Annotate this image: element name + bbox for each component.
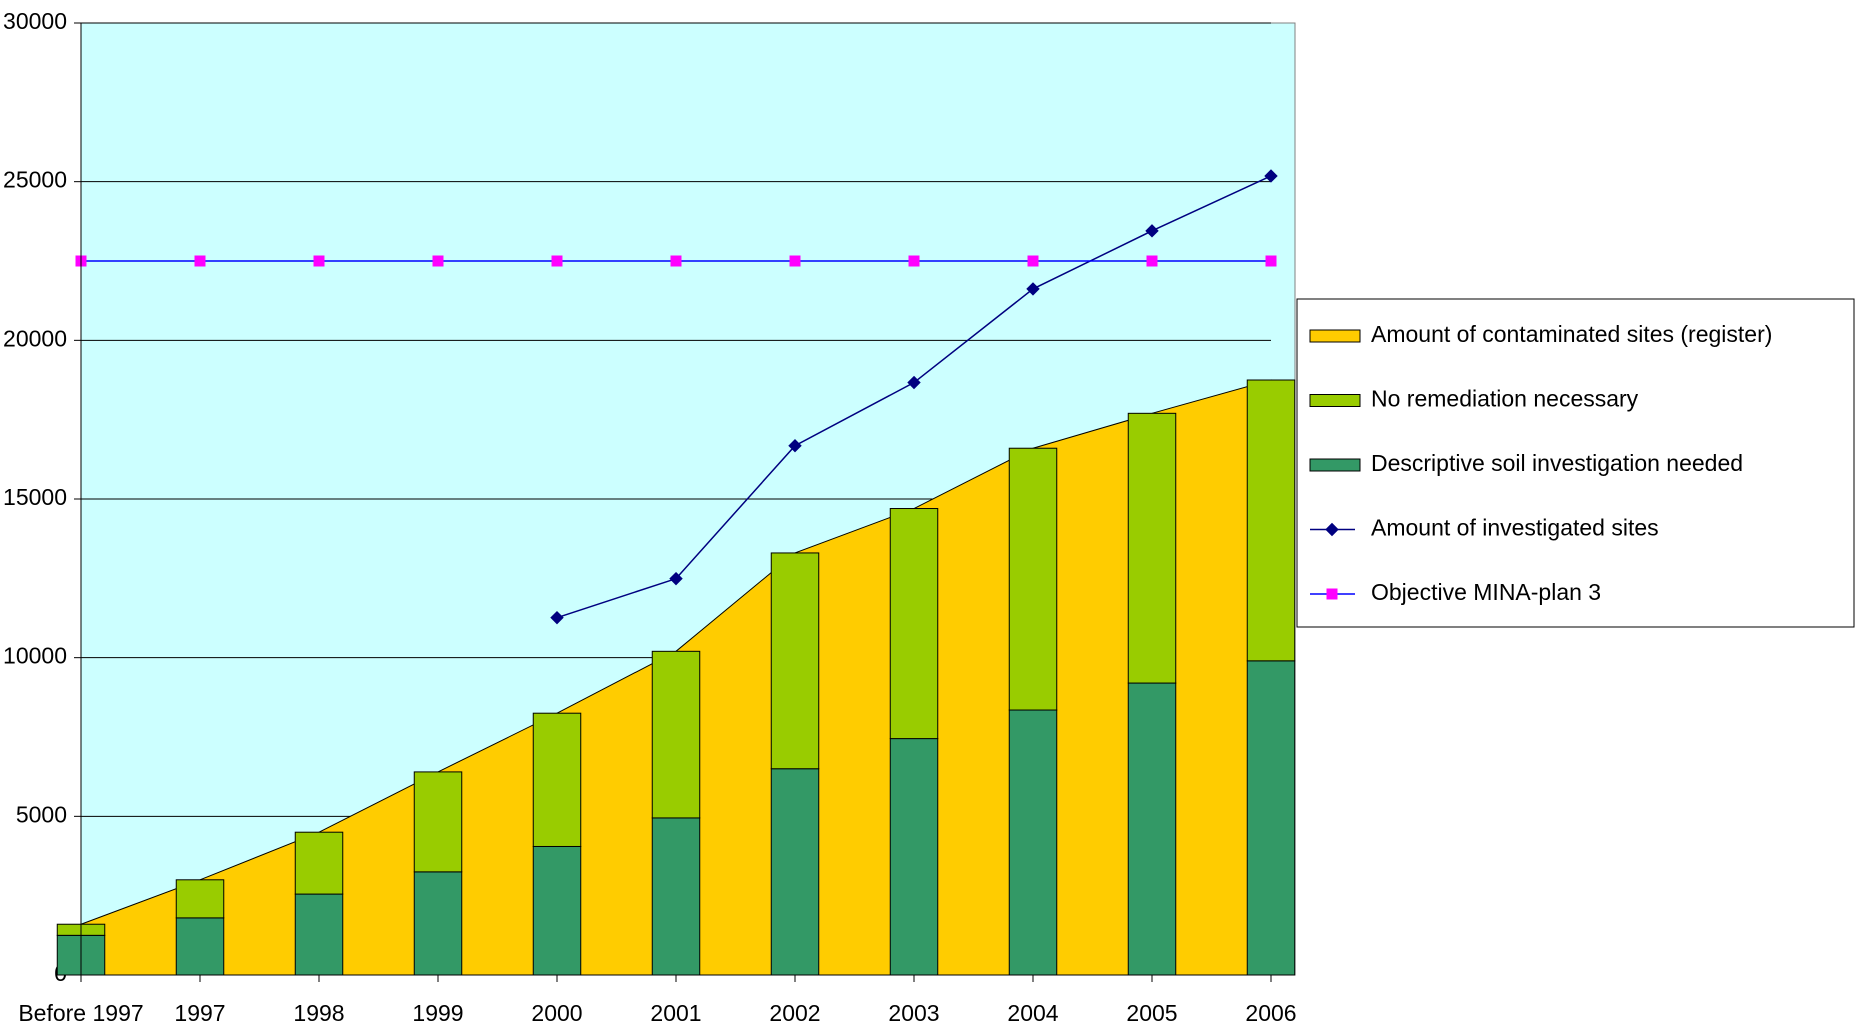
bar [1246, 660, 1296, 976]
x-tick-label: 2005 [1126, 1000, 1177, 1026]
bar [1127, 682, 1177, 976]
marker [670, 255, 682, 267]
x-tick-label: 1999 [412, 1000, 463, 1026]
marker [1326, 588, 1338, 600]
marker [908, 255, 920, 267]
bar [294, 831, 344, 895]
bar [770, 768, 820, 976]
legend [1296, 298, 1855, 628]
marker [1264, 169, 1278, 183]
marker [1265, 255, 1277, 267]
marker [669, 571, 683, 586]
legend-label: Objective MINA-plan 3 [1371, 579, 1601, 605]
marker [551, 255, 563, 267]
bar [889, 508, 939, 740]
legend-label: Amount of contaminated sites (register) [1371, 321, 1772, 347]
marker [432, 255, 444, 267]
legend-label: Descriptive soil investigation needed [1371, 450, 1743, 476]
x-tick-label: 2003 [888, 1000, 939, 1026]
x-tick-label: 2001 [650, 1000, 701, 1026]
bar [889, 738, 939, 976]
legend-label: No remediation necessary [1371, 386, 1639, 412]
legend-swatch [1309, 394, 1361, 407]
marker [550, 610, 564, 625]
bar [532, 712, 582, 847]
x-tick-label: 2004 [1007, 1000, 1058, 1026]
bar [175, 917, 225, 976]
bar [1246, 379, 1296, 662]
bar [532, 845, 582, 976]
y-tick-label: 15000 [3, 484, 67, 510]
y-tick-label: 20000 [3, 325, 67, 351]
bar [1127, 412, 1177, 684]
bar [175, 879, 225, 919]
marker [1026, 282, 1040, 296]
y-tick-label: 25000 [3, 167, 67, 193]
marker [1027, 255, 1039, 267]
x-tick-label: 1997 [174, 1000, 225, 1026]
bar [413, 771, 463, 873]
y-tick-label: 30000 [3, 8, 67, 34]
x-tick-label: 2006 [1245, 1000, 1296, 1026]
legend-label: Amount of investigated sites [1371, 515, 1659, 541]
bar [651, 650, 701, 819]
bar [413, 871, 463, 976]
bar [294, 893, 344, 976]
legend-swatch [1309, 458, 1361, 472]
marker [789, 255, 801, 267]
x-tick-label: 2000 [531, 1000, 582, 1026]
marker [1325, 522, 1339, 537]
bar [651, 817, 701, 976]
bar [1008, 447, 1058, 711]
bar [1008, 709, 1058, 976]
x-tick-label: Before 1997 [18, 1000, 143, 1026]
y-tick-label: 10000 [3, 643, 67, 669]
bar [770, 552, 820, 770]
y-tick-label: 5000 [16, 801, 67, 827]
legend-swatch [1309, 329, 1361, 343]
marker [1145, 224, 1159, 238]
marker [907, 375, 921, 390]
marker [1146, 255, 1158, 267]
marker [313, 255, 325, 267]
x-tick-label: 2002 [769, 1000, 820, 1026]
marker [788, 438, 802, 453]
marker [194, 255, 206, 267]
x-tick-label: 1998 [293, 1000, 344, 1026]
